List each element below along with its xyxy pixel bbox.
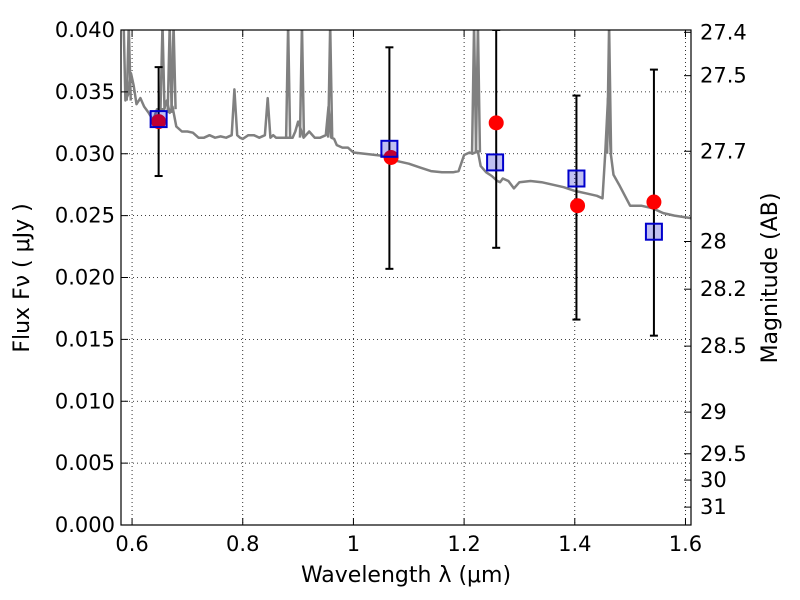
spectrum-line [122,30,691,220]
y-tick-label: 0.020 [55,266,115,290]
right-tick-label: 29 [700,400,727,424]
model-point [567,169,586,188]
y-tick-label: 0.010 [55,389,115,413]
y-tick-label: 0.015 [55,327,115,351]
spectrum-emission-spike [125,30,132,101]
right-tick-label: 30 [700,468,727,492]
x-axis-title: Wavelength λ (μm) [301,563,511,588]
y-tick-label: 0.030 [55,142,115,166]
observed-point [570,198,586,214]
spectrum-emission-spike [298,30,306,138]
plot-area [122,30,691,337]
x-tick-label: 0.8 [226,532,259,556]
spectrum-emission-spike [474,30,482,153]
observed-point [646,194,662,210]
spectrum-emission-spike [605,30,613,154]
right-tick-label: 27.5 [700,64,747,88]
model-point [486,153,505,172]
y-tick-label: 0.025 [55,204,115,228]
spectrum-emission-spike [284,30,292,138]
right-tick-label: 27.7 [700,139,747,163]
model-point [380,139,399,158]
x-tick-label: 1.6 [669,532,702,556]
x-tick-label: 1 [347,532,360,556]
observed-point [488,115,504,131]
spectrum-emission-spike [170,30,177,110]
right-tick-label: 27.4 [700,20,747,44]
y-tick-label: 0.035 [55,80,115,104]
x-tick-label: 1.2 [447,532,480,556]
x-tick-label: 1.4 [558,532,591,556]
spectrum-emission-spike [326,30,334,138]
right-tick-label: 29.5 [700,442,747,466]
right-tick-label: 31 [700,495,727,519]
y-tick-label: 0.000 [55,513,115,537]
model-point [149,110,168,129]
observed-point [151,114,167,130]
right-tick-label: 28.5 [700,334,747,358]
x-tick-label: 0.6 [115,532,148,556]
right-tick-label: 28 [700,229,727,253]
model-point [644,222,663,241]
y-tick-label: 0.040 [55,18,115,42]
right-axis-title: Magnitude (AB) [758,193,783,364]
grid-lines [121,30,691,525]
spectrum-emission-spike [159,30,166,110]
right-tick-label: 28.2 [700,277,747,301]
y-axis-title: Flux Fν ( μJy ) [10,203,35,352]
axis-ticks: 0.6 0.8 1 1.2 1.4 1.6 0.000 0.005 0.010 0.015 0.02… [55,18,747,556]
y-tick-label: 0.005 [55,451,115,475]
